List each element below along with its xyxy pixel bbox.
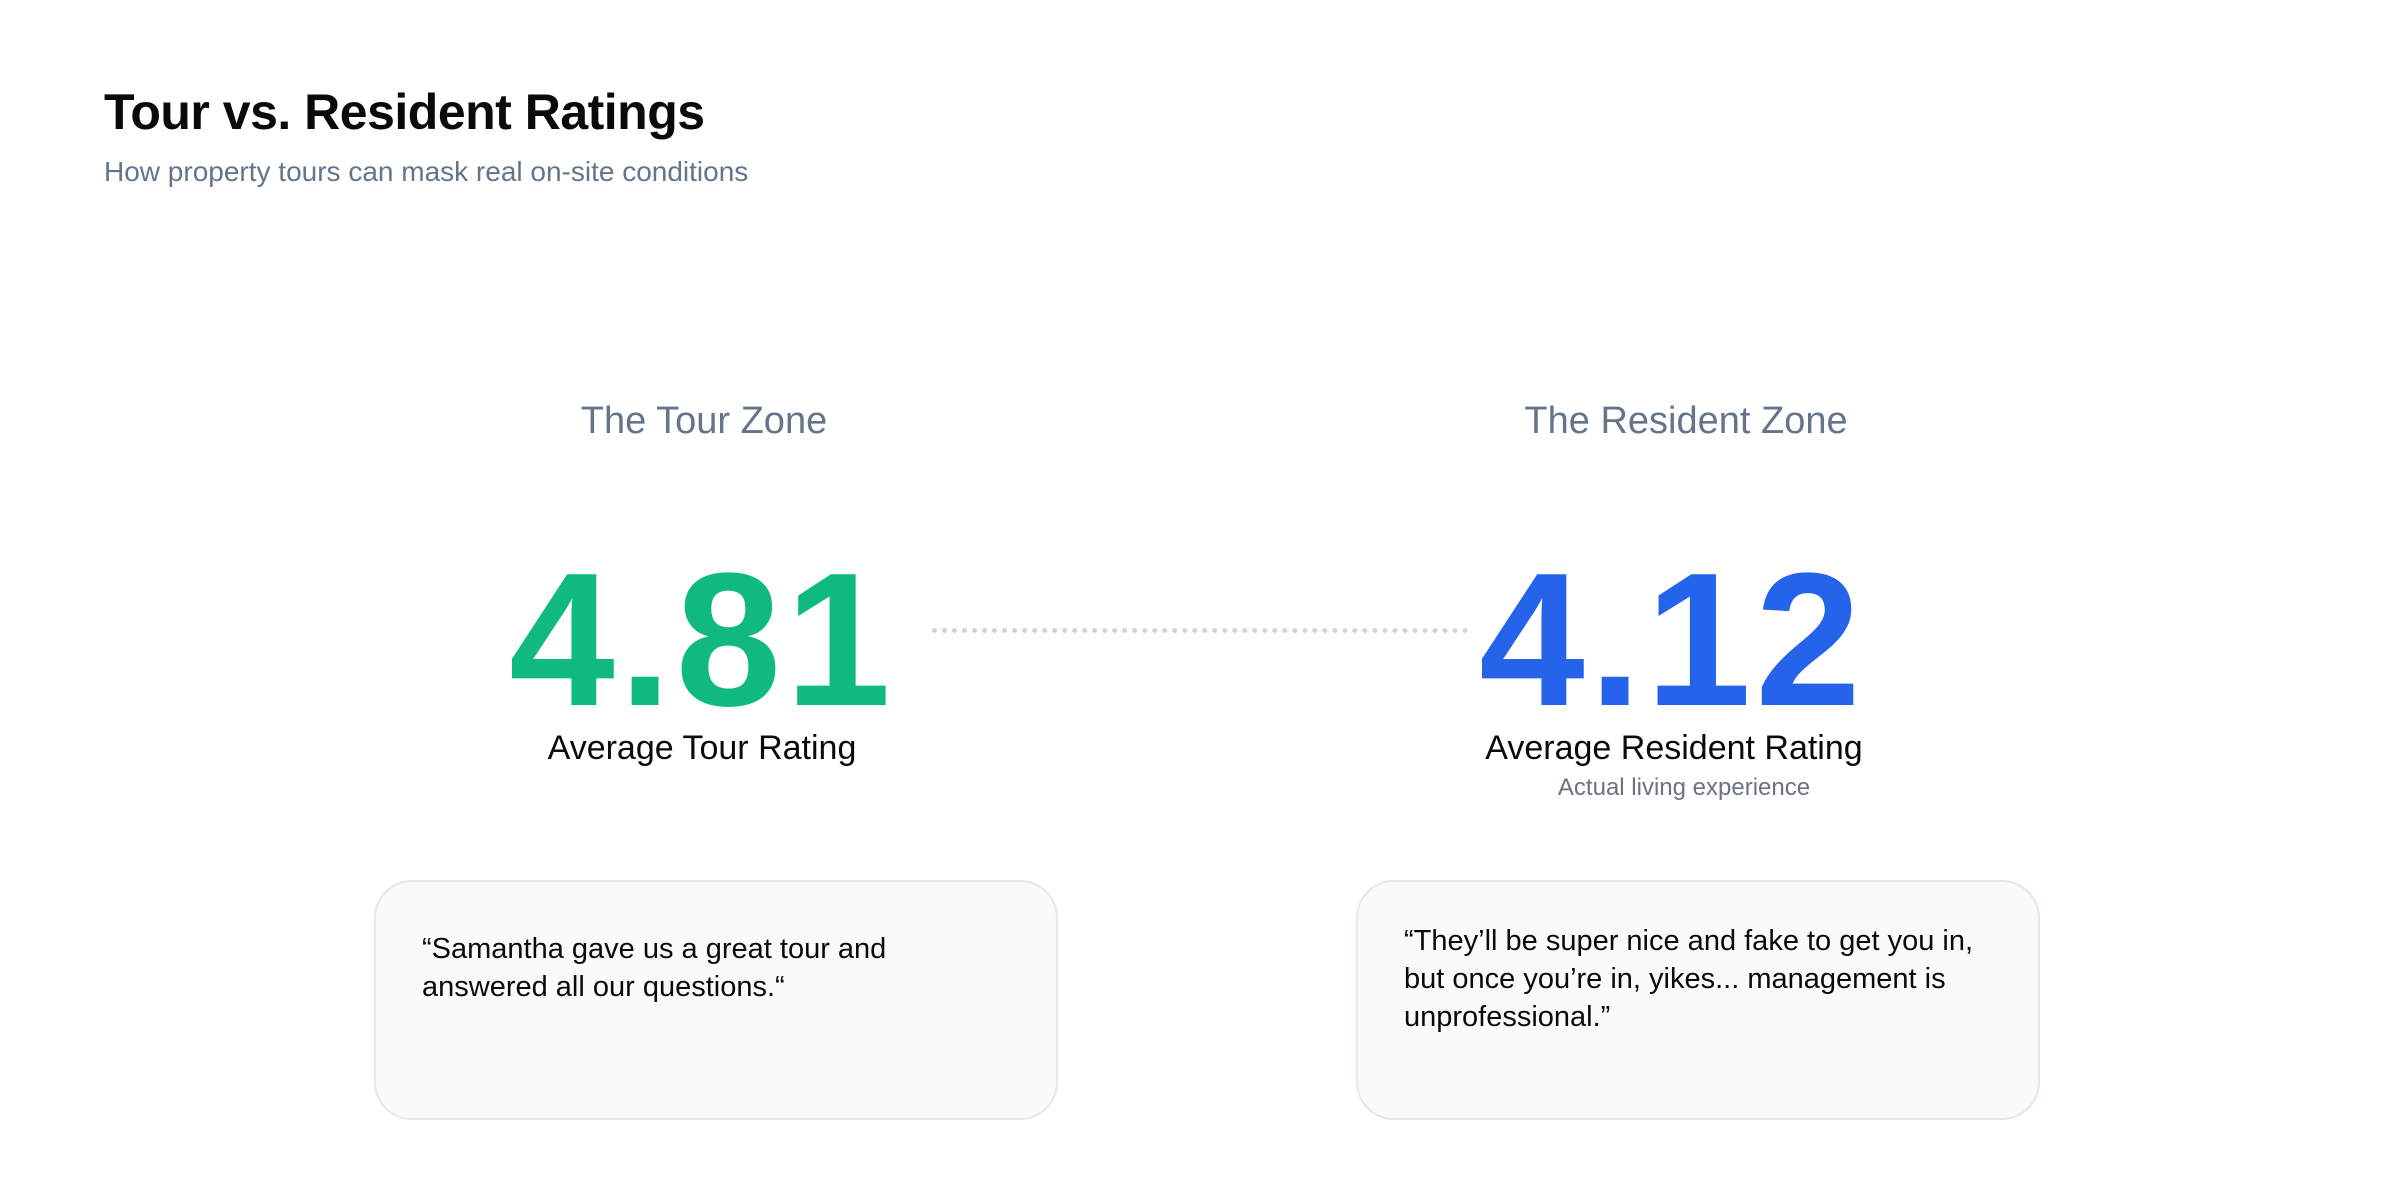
tour-zone-heading: The Tour Zone [580, 400, 828, 442]
tour-zone: The Tour Zone [360, 396, 1060, 446]
tour-rating-label: Average Tour Rating [547, 729, 857, 767]
page-title: Tour vs. Resident Ratings [104, 84, 705, 140]
dotted-connector [932, 628, 1468, 633]
tour-rating-value: 4.81 [509, 534, 895, 746]
tour-quote-text: “Samantha gave us a great tour and answe… [422, 933, 887, 1003]
resident-rating-label: Average Resident Rating [1485, 729, 1863, 767]
resident-zone-heading: The Resident Zone [1524, 400, 1848, 442]
page-subtitle: How property tours can mask real on-site… [104, 156, 749, 187]
resident-quote-card: “They’ll be super nice and fake to get y… [1356, 880, 2040, 1120]
resident-quote-text: “They’ll be super nice and fake to get y… [1404, 925, 1974, 1033]
resident-rating-value: 4.12 [1479, 534, 1865, 746]
resident-rating-note: Actual living experience [1557, 774, 1811, 801]
tour-quote-card: “Samantha gave us a great tour and answe… [374, 880, 1058, 1120]
resident-zone: The Resident Zone [1340, 396, 2040, 446]
